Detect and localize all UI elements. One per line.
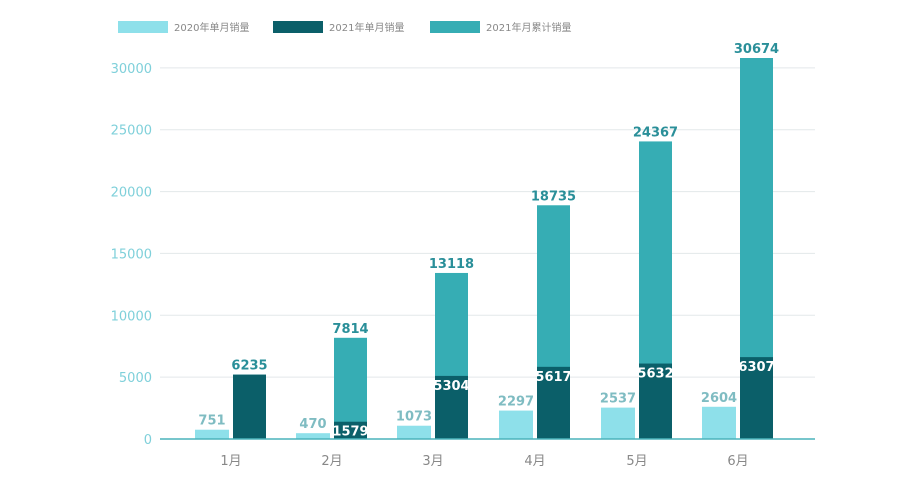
data-label-2021-cumulative: 30674 — [734, 42, 779, 57]
bar-2021-monthly[interactable] — [435, 375, 468, 439]
legend-item-2020-monthly[interactable]: 2020年单月销量 — [118, 19, 249, 34]
bar-2020-monthly[interactable] — [397, 425, 431, 439]
legend-swatch — [430, 20, 480, 33]
x-tick-label: 6月 — [727, 454, 748, 469]
bar-2021-monthly[interactable] — [334, 421, 367, 439]
legend-item-2021-cumulative[interactable]: 2021年月累计销量 — [430, 19, 571, 34]
data-label-2021-monthly: 5632 — [637, 367, 673, 382]
bar-2020-monthly[interactable] — [296, 433, 330, 439]
data-label-2021-monthly: 1579 — [332, 425, 368, 440]
data-label-2021-cumulative: 13118 — [429, 257, 474, 272]
legend-item-2021-monthly[interactable]: 2021年单月销量 — [273, 19, 404, 34]
data-label-2021-monthly: 6307 — [738, 360, 774, 375]
y-tick-label: 10000 — [111, 309, 152, 324]
x-tick-label: 2月 — [321, 454, 342, 469]
x-tick-label: 3月 — [422, 454, 443, 469]
bar-2020-monthly[interactable] — [195, 429, 229, 439]
data-label-2021-monthly: 5617 — [535, 370, 571, 385]
x-tick-label: 5月 — [626, 454, 647, 469]
data-label-2020-monthly: 2604 — [701, 391, 737, 406]
data-label-2020-monthly: 2297 — [498, 395, 534, 410]
y-tick-label: 5000 — [119, 371, 152, 386]
x-tick-label: 4月 — [524, 454, 545, 469]
bar-2020-monthly[interactable] — [499, 410, 533, 439]
legend-swatch — [118, 20, 168, 33]
y-tick-label: 20000 — [111, 186, 152, 201]
bar-2021-monthly[interactable] — [639, 363, 672, 439]
data-label-2021-monthly: 5304 — [433, 379, 469, 394]
bar-2021-monthly[interactable] — [740, 357, 773, 439]
data-label-2020-monthly: 1073 — [396, 410, 432, 425]
y-tick-label: 0 — [144, 433, 152, 448]
data-label-2021-cumulative: 6235 — [231, 359, 267, 374]
legend-label: 2020年单月销量 — [174, 23, 250, 34]
bar-2021-monthly[interactable] — [233, 374, 266, 439]
bar-2020-monthly[interactable] — [702, 406, 736, 439]
y-tick-label: 25000 — [111, 124, 152, 139]
data-label-2020-monthly: 751 — [198, 414, 225, 429]
data-label-2021-cumulative: 24367 — [633, 125, 678, 140]
y-tick-label: 30000 — [111, 62, 152, 77]
bar-2020-monthly[interactable] — [601, 407, 635, 439]
data-label-2020-monthly: 2537 — [600, 392, 636, 407]
legend-swatch — [273, 20, 323, 33]
data-label-2021-cumulative: 7814 — [332, 322, 368, 337]
legend-label: 2021年单月销量 — [329, 23, 405, 34]
legend-label: 2021年月累计销量 — [486, 23, 572, 34]
data-label-2021-cumulative: 18735 — [531, 189, 576, 204]
data-label-2020-monthly: 470 — [299, 417, 326, 432]
y-tick-label: 15000 — [111, 247, 152, 262]
bar-2021-monthly[interactable] — [537, 366, 570, 439]
x-tick-label: 1月 — [220, 454, 241, 469]
